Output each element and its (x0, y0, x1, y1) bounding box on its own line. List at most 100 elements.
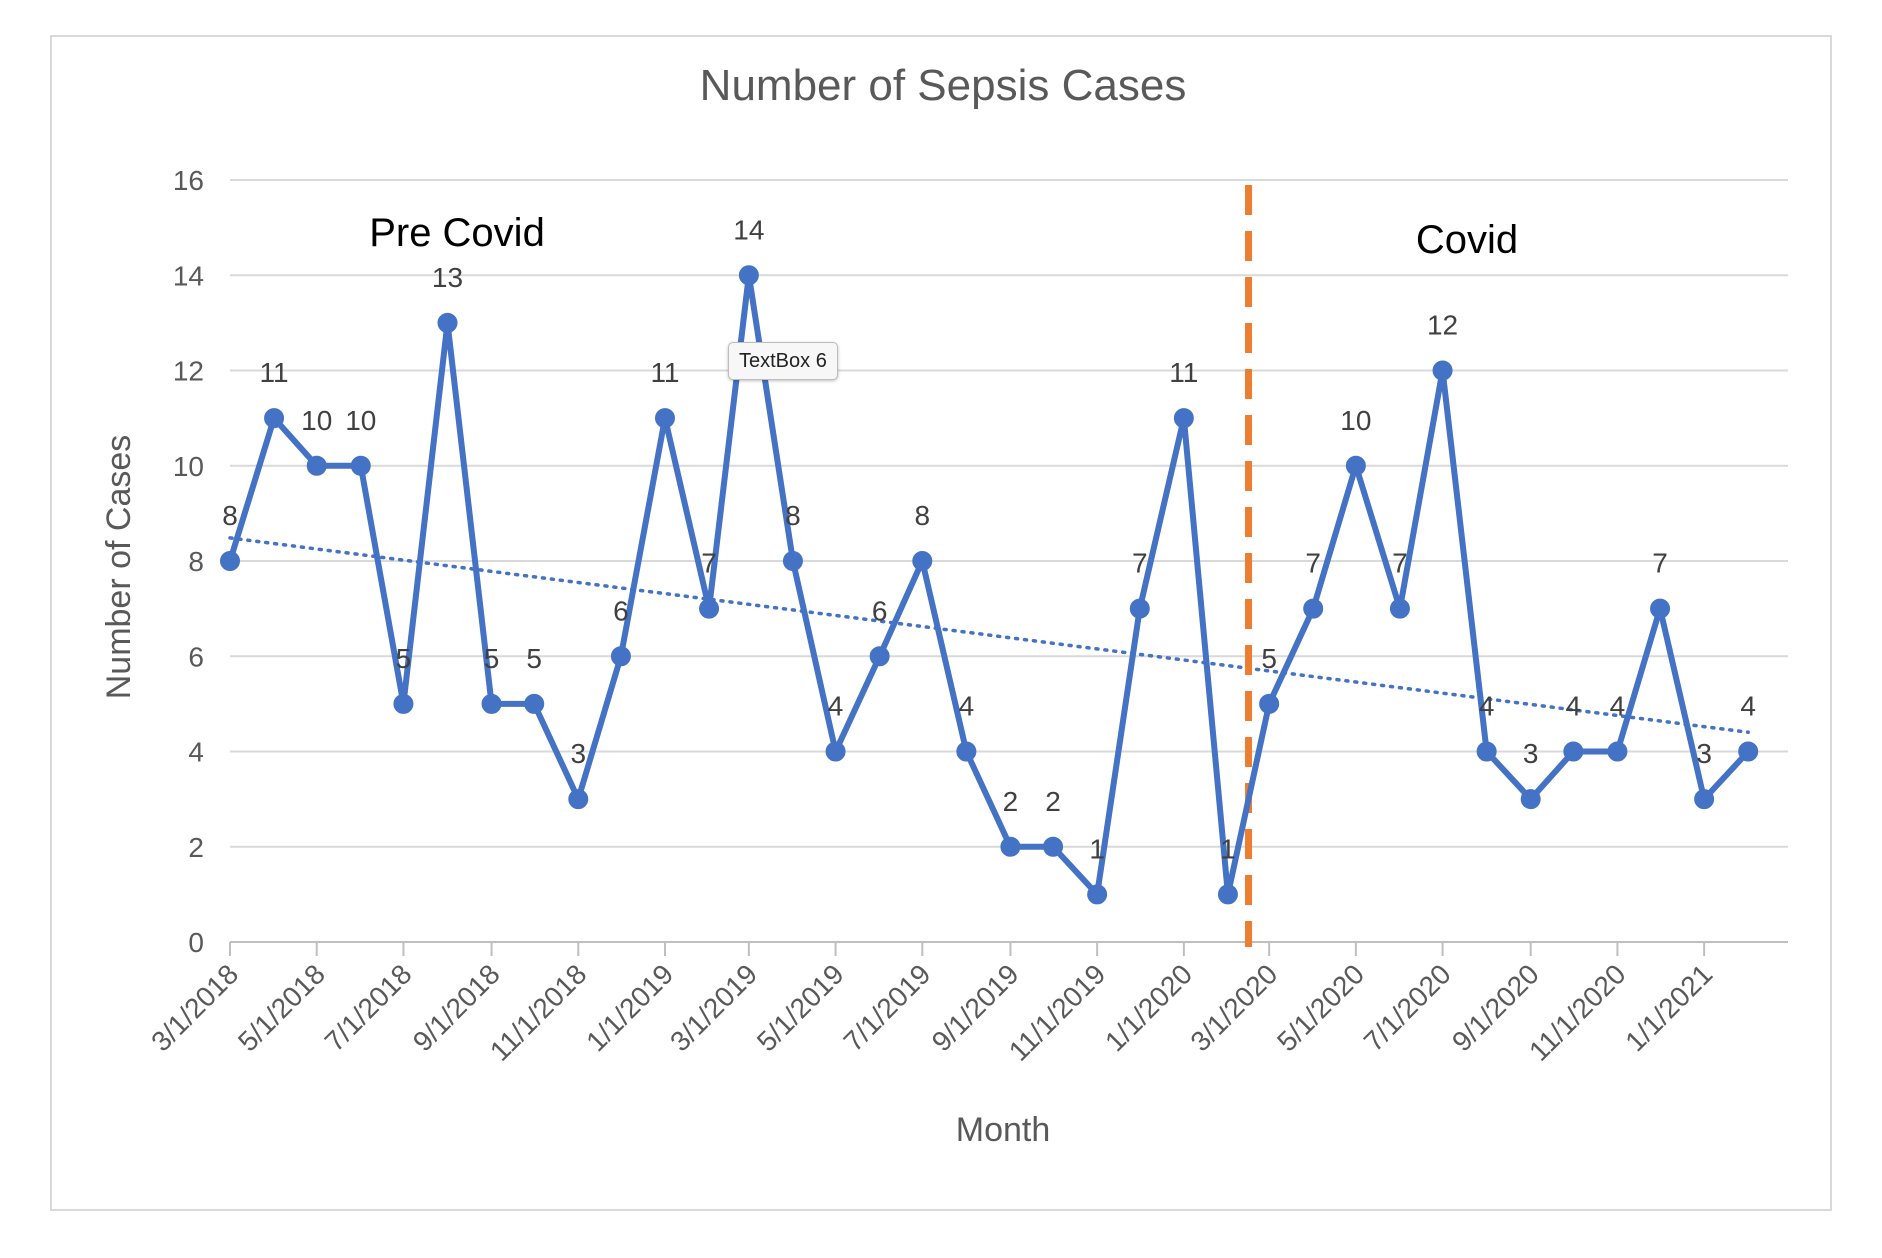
data-point (1129, 598, 1150, 619)
data-point (782, 551, 803, 571)
data-point (610, 646, 631, 667)
data-label: 10 (301, 405, 332, 436)
y-axis-title: Number of Cases (100, 435, 138, 700)
x-tick-label: 3/1/2020 (1184, 958, 1283, 1057)
y-tick-label: 14 (173, 260, 204, 291)
data-point (699, 598, 720, 619)
textbox-tag[interactable]: TextBox 6 (728, 342, 838, 380)
x-tick-label: 1/1/2019 (580, 958, 679, 1057)
data-point (956, 741, 977, 762)
data-point (1650, 598, 1671, 619)
data-label: 4 (1566, 691, 1582, 722)
data-label: 1 (1220, 833, 1236, 864)
data-label: 12 (1427, 310, 1458, 341)
x-tick-label: 1/1/2020 (1099, 958, 1198, 1057)
chart-title: Number of Sepsis Cases (700, 61, 1187, 110)
series-line (227, 272, 1752, 898)
trendline (228, 536, 1750, 735)
data-label: 2 (1003, 786, 1019, 817)
data-point (1303, 598, 1324, 619)
data-label: 11 (650, 357, 679, 388)
data-point (1345, 455, 1366, 476)
y-tick-label: 12 (173, 356, 204, 387)
data-point (654, 408, 675, 429)
data-point (524, 693, 545, 714)
data-label: 7 (1132, 548, 1148, 579)
data-point (1259, 693, 1280, 714)
data-point (1738, 741, 1759, 762)
y-tick-label: 6 (188, 641, 204, 672)
data-label: 8 (785, 500, 801, 531)
data-label: 4 (1479, 691, 1495, 722)
data-point (912, 551, 933, 571)
data-point (738, 265, 759, 286)
chart-area: Number of Sepsis Cases Month Number of C… (50, 35, 1832, 1211)
data-point (1520, 789, 1541, 810)
series-cases (220, 265, 1759, 905)
data-label: 2 (1045, 786, 1061, 817)
data-point (350, 455, 371, 476)
data-point (568, 789, 589, 810)
data-label: 8 (914, 500, 930, 531)
data-point (869, 646, 890, 667)
data-label: 1 (1089, 833, 1105, 864)
gridlines (230, 179, 1788, 848)
x-tick-label: 5/1/2018 (232, 958, 331, 1057)
data-point (1087, 884, 1108, 905)
data-label: 4 (959, 691, 975, 722)
y-tick-label: 16 (173, 165, 204, 196)
x-tick-label: 5/1/2020 (1271, 958, 1370, 1057)
data-label: 7 (1652, 548, 1668, 579)
data-point (481, 693, 502, 714)
trendline-line (228, 536, 1750, 735)
y-tick-label: 4 (188, 737, 204, 768)
data-label: 7 (1392, 548, 1408, 579)
data-label: 13 (432, 262, 463, 293)
data-point (1432, 360, 1453, 381)
data-point (437, 312, 458, 333)
data-label: 6 (613, 595, 629, 626)
data-point (1217, 884, 1238, 905)
y-tick-label: 2 (188, 832, 204, 863)
data-point (1173, 408, 1194, 429)
data-label: 3 (570, 738, 586, 769)
data-point (1563, 741, 1584, 762)
data-label: 10 (345, 405, 376, 436)
pre-covid-label: Pre Covid (369, 211, 545, 255)
data-point (825, 741, 846, 762)
data-label: 6 (872, 595, 888, 626)
data-label: 4 (1610, 691, 1626, 722)
data-label: 11 (260, 357, 289, 388)
data-point (393, 693, 414, 714)
data-label: 11 (1169, 357, 1198, 388)
data-point (1607, 741, 1628, 762)
x-tick-label: 11/1/2019 (1003, 958, 1112, 1067)
data-label: 7 (1305, 548, 1321, 579)
x-tick-label: 11/1/2018 (484, 958, 593, 1067)
data-point (220, 551, 240, 571)
y-tick-label: 10 (173, 451, 204, 482)
x-tick-label: 7/1/2019 (838, 958, 937, 1057)
data-point (1389, 598, 1410, 619)
x-tick-label: 7/1/2018 (319, 958, 418, 1057)
data-label: 4 (828, 691, 844, 722)
x-tick-label: 11/1/2020 (1523, 958, 1632, 1067)
data-label: 7 (701, 548, 717, 579)
data-point (1694, 789, 1715, 810)
covid-label: Covid (1416, 218, 1518, 262)
x-axis-title: Month (956, 1111, 1051, 1149)
data-label: 3 (1523, 738, 1539, 769)
x-tick-label: 7/1/2020 (1358, 958, 1457, 1057)
y-tick-label: 8 (188, 546, 204, 577)
data-point (1000, 836, 1021, 857)
data-label: 8 (222, 500, 238, 531)
data-label: 5 (1261, 643, 1277, 674)
data-point (1476, 741, 1497, 762)
data-point (264, 408, 285, 429)
data-label: 3 (1696, 738, 1712, 769)
data-point (306, 455, 327, 476)
data-label: 14 (733, 214, 764, 245)
x-tick-label: 1/1/2021 (1619, 958, 1718, 1057)
axes: 02468101214163/1/20185/1/20187/1/20189/1… (145, 165, 1788, 1067)
